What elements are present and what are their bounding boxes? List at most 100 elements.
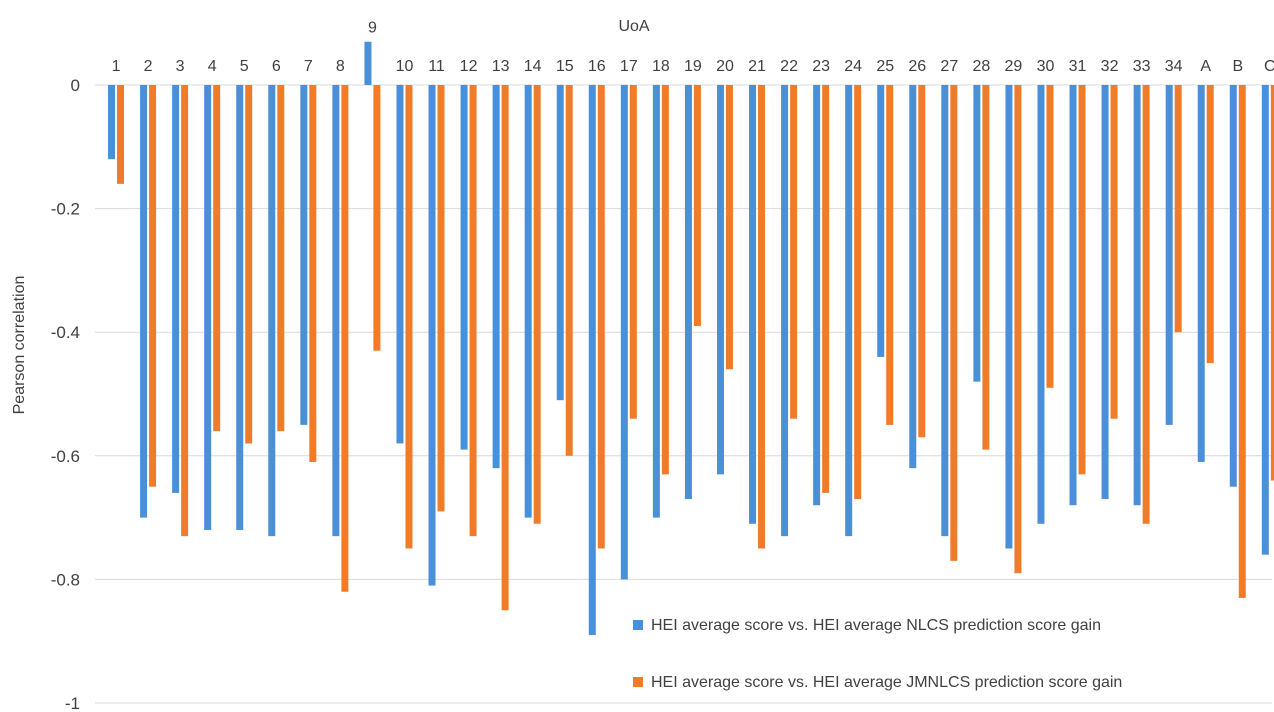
x-category-label: 9 — [368, 20, 377, 37]
bar-series-2-C — [1270, 85, 1274, 481]
bar-series-1-C — [1261, 85, 1269, 555]
bar-series-1-1 — [108, 85, 116, 160]
legend-swatch-2 — [633, 677, 643, 687]
bar-series-1-15 — [556, 85, 564, 401]
bar-series-2-3 — [181, 85, 189, 537]
bar-series-2-34 — [1174, 85, 1182, 333]
x-category-label: 25 — [876, 58, 894, 75]
y-tick-label: 0 — [71, 76, 80, 95]
bar-series-1-20 — [716, 85, 724, 475]
x-category-label: 16 — [588, 58, 606, 75]
legend: HEI average score vs. HEI average NLCS p… — [633, 617, 1122, 691]
bar-series-1-31 — [1069, 85, 1077, 506]
x-category-label: 8 — [336, 58, 345, 75]
bar-series-2-5 — [245, 85, 253, 444]
bar-series-2-B — [1238, 85, 1246, 598]
y-tick-label: -1 — [65, 694, 80, 712]
bar-series-1-2 — [140, 85, 148, 518]
bar-series-1-17 — [620, 85, 628, 580]
x-category-label: 10 — [396, 58, 414, 75]
bar-series-1-9 — [364, 41, 372, 85]
bar-series-2-27 — [950, 85, 958, 561]
bar-series-1-32 — [1101, 85, 1109, 500]
y-tick-label: -0.8 — [51, 570, 80, 589]
x-category-label: C — [1264, 58, 1274, 75]
bar-series-2-24 — [854, 85, 862, 500]
bar-series-2-14 — [533, 85, 541, 524]
x-category-label: 30 — [1037, 58, 1055, 75]
x-category-label: 15 — [556, 58, 574, 75]
x-category-label: 33 — [1133, 58, 1151, 75]
bar-series-1-30 — [1037, 85, 1045, 524]
x-category-label: 1 — [112, 58, 121, 75]
x-category-label: 23 — [812, 58, 830, 75]
x-category-label: 31 — [1069, 58, 1087, 75]
bar-series-2-A — [1206, 85, 1214, 364]
bar-series-1-7 — [300, 85, 308, 425]
bar-series-2-33 — [1142, 85, 1150, 524]
legend-label-1: HEI average score vs. HEI average NLCS p… — [651, 617, 1101, 634]
bar-series-1-33 — [1133, 85, 1141, 506]
bar-series-1-26 — [909, 85, 917, 469]
bar-series-2-11 — [437, 85, 445, 512]
bar-series-1-8 — [332, 85, 340, 537]
bar-series-2-23 — [822, 85, 830, 493]
bar-series-1-22 — [781, 85, 789, 537]
y-axis-ticks: 0 -0.2 -0.4 -0.6 -0.8 -1 — [51, 76, 80, 712]
x-axis-title: UoA — [618, 18, 649, 35]
bar-series-1-B — [1229, 85, 1237, 487]
x-category-label: 5 — [240, 58, 249, 75]
x-category-label: 34 — [1165, 58, 1183, 75]
bar-series-2-9 — [373, 85, 381, 351]
bar-series-1-29 — [1005, 85, 1013, 549]
x-category-label: 21 — [748, 58, 766, 75]
y-tick-label: -0.4 — [51, 323, 80, 342]
legend-label-2: HEI average score vs. HEI average JMNLCS… — [651, 674, 1122, 691]
x-category-label: 11 — [428, 58, 445, 75]
x-category-label: 20 — [716, 58, 734, 75]
x-category-label: 2 — [144, 58, 153, 75]
bar-series-2-31 — [1078, 85, 1086, 475]
bar-series-1-19 — [684, 85, 692, 500]
x-category-label: 13 — [492, 58, 510, 75]
legend-swatch-1 — [633, 620, 643, 630]
bar-series-2-21 — [758, 85, 766, 549]
y-axis-title: Pearson correlation — [11, 276, 28, 415]
x-category-label: 32 — [1101, 58, 1119, 75]
y-tick-label: -0.6 — [51, 447, 80, 466]
bar-series-1-11 — [428, 85, 436, 586]
bar-series-2-8 — [341, 85, 349, 592]
x-category-label: 6 — [272, 58, 281, 75]
bar-series-2-10 — [405, 85, 413, 549]
x-category-label: 12 — [460, 58, 478, 75]
bar-series-2-26 — [918, 85, 926, 438]
bar-series-1-34 — [1165, 85, 1173, 425]
bar-series-2-28 — [982, 85, 990, 450]
bar-series-1-12 — [460, 85, 468, 450]
bar-series-1-5 — [236, 85, 244, 530]
x-category-label: 24 — [844, 58, 862, 75]
bar-series-2-13 — [501, 85, 509, 611]
bar-series-2-22 — [790, 85, 798, 419]
bar-series-1-25 — [877, 85, 885, 357]
x-category-label: 19 — [684, 58, 702, 75]
bar-series-1-23 — [813, 85, 821, 506]
x-category-label: 22 — [780, 58, 798, 75]
bar-series-1-A — [1197, 85, 1205, 462]
bar-series-2-7 — [309, 85, 317, 462]
bar-series-1-27 — [941, 85, 949, 537]
bar-series-1-24 — [845, 85, 853, 537]
x-category-label: A — [1200, 58, 1211, 75]
x-category-label: 14 — [524, 58, 542, 75]
bar-series-2-19 — [693, 85, 701, 327]
bar-series-2-1 — [117, 85, 125, 184]
bar-series-1-14 — [524, 85, 532, 518]
bars — [108, 41, 1274, 636]
bar-series-2-29 — [1014, 85, 1022, 574]
y-tick-label: -0.2 — [51, 200, 80, 219]
bar-series-1-18 — [652, 85, 660, 518]
bar-series-1-28 — [973, 85, 981, 382]
x-category-label: 18 — [652, 58, 670, 75]
